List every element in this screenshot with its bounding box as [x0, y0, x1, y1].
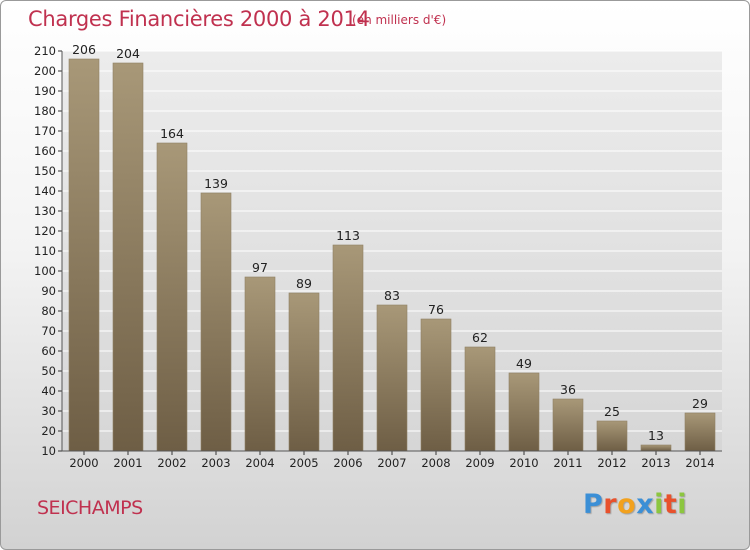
- x-tick-label-2010: 2010: [509, 456, 538, 470]
- x-tick-label-2014: 2014: [685, 456, 714, 470]
- y-tick-label: 190: [34, 84, 56, 98]
- data-label-2003: 139: [204, 176, 228, 191]
- x-tick-label-2008: 2008: [421, 456, 450, 470]
- bar-2002: [156, 142, 188, 452]
- bar-2004: [244, 276, 276, 452]
- y-tick-label: 50: [41, 364, 56, 378]
- data-label-2006: 113: [336, 228, 360, 243]
- y-tick-label: 160: [34, 144, 56, 158]
- y-tick-label: 120: [34, 224, 56, 238]
- data-label-2002: 164: [160, 126, 184, 141]
- bar-2013: [640, 444, 672, 452]
- x-tick-label-2007: 2007: [377, 456, 406, 470]
- bar-2008: [420, 318, 452, 452]
- y-tick-label: 70: [41, 324, 56, 338]
- y-tick-label: 130: [34, 204, 56, 218]
- bar-2006: [332, 244, 364, 452]
- logo-letter: x: [636, 489, 655, 520]
- data-label-2005: 89: [296, 276, 312, 291]
- y-tick-label: 150: [34, 164, 56, 178]
- data-label-2000: 206: [72, 42, 96, 57]
- y-tick-label: 60: [41, 344, 56, 358]
- data-label-2011: 36: [560, 382, 576, 397]
- y-tick-label: 10: [41, 444, 56, 458]
- y-tick-label: 140: [34, 184, 56, 198]
- bar-2007: [376, 304, 408, 452]
- logo-letter: r: [603, 489, 618, 520]
- x-tick-label-2006: 2006: [333, 456, 362, 470]
- bar-2005: [288, 292, 320, 452]
- y-tick-label: 20: [41, 424, 56, 438]
- data-label-2007: 83: [384, 288, 400, 303]
- logo-letter: i: [654, 489, 664, 520]
- x-tick-label-2011: 2011: [553, 456, 582, 470]
- x-tick-label-2001: 2001: [113, 456, 142, 470]
- data-label-2001: 204: [116, 46, 140, 61]
- x-tick-label-2005: 2005: [289, 456, 318, 470]
- bar-2003: [200, 192, 232, 452]
- commune-name: SEICHAMPS: [37, 497, 143, 519]
- data-label-2014: 29: [692, 396, 708, 411]
- x-tick-label-2013: 2013: [641, 456, 670, 470]
- bar-2011: [552, 398, 584, 452]
- logo-letter: o: [617, 489, 637, 520]
- y-tick-label: 170: [34, 124, 56, 138]
- bar-2012: [596, 420, 628, 452]
- logo-letter: i: [677, 489, 688, 520]
- x-tick-label-2000: 2000: [69, 456, 98, 470]
- x-tick-label-2012: 2012: [597, 456, 626, 470]
- x-tick-label-2009: 2009: [465, 456, 494, 470]
- y-tick-label: 180: [34, 104, 56, 118]
- logo-letter: t: [663, 489, 678, 520]
- x-tick-label-2002: 2002: [157, 456, 186, 470]
- x-tick-label-2004: 2004: [245, 456, 274, 470]
- y-tick-label: 40: [41, 384, 56, 398]
- y-tick-label: 110: [34, 244, 56, 258]
- y-tick-label: 90: [41, 284, 56, 298]
- data-label-2004: 97: [252, 260, 268, 275]
- data-label-2008: 76: [428, 302, 444, 317]
- bar-2000: [68, 58, 100, 452]
- y-tick-label: 80: [41, 304, 56, 318]
- y-tick-label: 100: [34, 264, 56, 278]
- chart-subtitle: (en milliers d'€): [352, 13, 447, 27]
- data-label-2010: 49: [516, 356, 532, 371]
- logo-letter: P: [583, 489, 604, 520]
- y-tick-label: 210: [34, 44, 56, 58]
- data-label-2012: 25: [604, 404, 620, 419]
- bar-2001: [112, 62, 144, 452]
- y-tick-label: 200: [34, 64, 56, 78]
- x-tick-label-2003: 2003: [201, 456, 230, 470]
- y-tick-label: 30: [41, 404, 56, 418]
- bar-2010: [508, 372, 540, 452]
- proxiti-logo: Proxiti: [583, 489, 687, 520]
- chart-title: Charges Financières 2000 à 2014: [28, 7, 370, 31]
- data-label-2009: 62: [472, 330, 488, 345]
- bar-2014: [684, 412, 716, 452]
- bar-2009: [464, 346, 496, 452]
- data-label-2013: 13: [648, 428, 664, 443]
